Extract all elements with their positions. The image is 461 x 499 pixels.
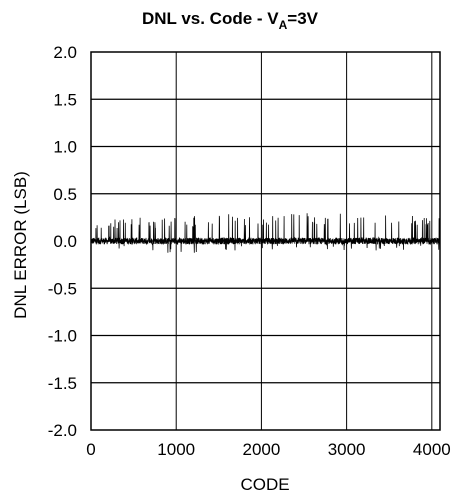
plot-frame xyxy=(90,51,441,431)
y-tick-label: 2.0 xyxy=(53,43,77,62)
y-tick-label: -0.5 xyxy=(48,279,77,298)
chart-title: DNL vs. Code - VA=3V xyxy=(142,9,319,32)
y-axis-label: DNL ERROR (LSB) xyxy=(11,171,30,319)
chart-title-subscript: A xyxy=(279,18,288,32)
chart-title-prefix: DNL vs. Code - V xyxy=(142,9,279,28)
dnl-series-line xyxy=(90,213,441,253)
series-group xyxy=(90,213,441,253)
x-tick-label: 3000 xyxy=(328,440,366,459)
x-tick-label: 2000 xyxy=(242,440,280,459)
y-tick-label: 1.0 xyxy=(53,138,77,157)
x-tick-label: 0 xyxy=(86,440,95,459)
x-tick-label: 4000 xyxy=(413,440,451,459)
chart-title-suffix: =3V xyxy=(287,9,318,28)
grid xyxy=(91,52,440,430)
y-tick-label: -1.0 xyxy=(48,327,77,346)
x-tick-labels: 0 1000 2000 3000 4000 xyxy=(86,440,450,459)
y-tick-labels: 2.0 1.5 1.0 0.5 0.0 -0.5 -1.0 -1.5 -2.0 xyxy=(48,43,77,440)
y-tick-label: -2.0 xyxy=(48,421,77,440)
x-tick-label: 1000 xyxy=(157,440,195,459)
y-tick-label: -1.5 xyxy=(48,374,77,393)
y-tick-label: 0.5 xyxy=(53,185,77,204)
y-tick-label: 0.0 xyxy=(53,232,77,251)
x-axis-label: CODE xyxy=(240,475,289,494)
y-tick-label: 1.5 xyxy=(53,90,77,109)
